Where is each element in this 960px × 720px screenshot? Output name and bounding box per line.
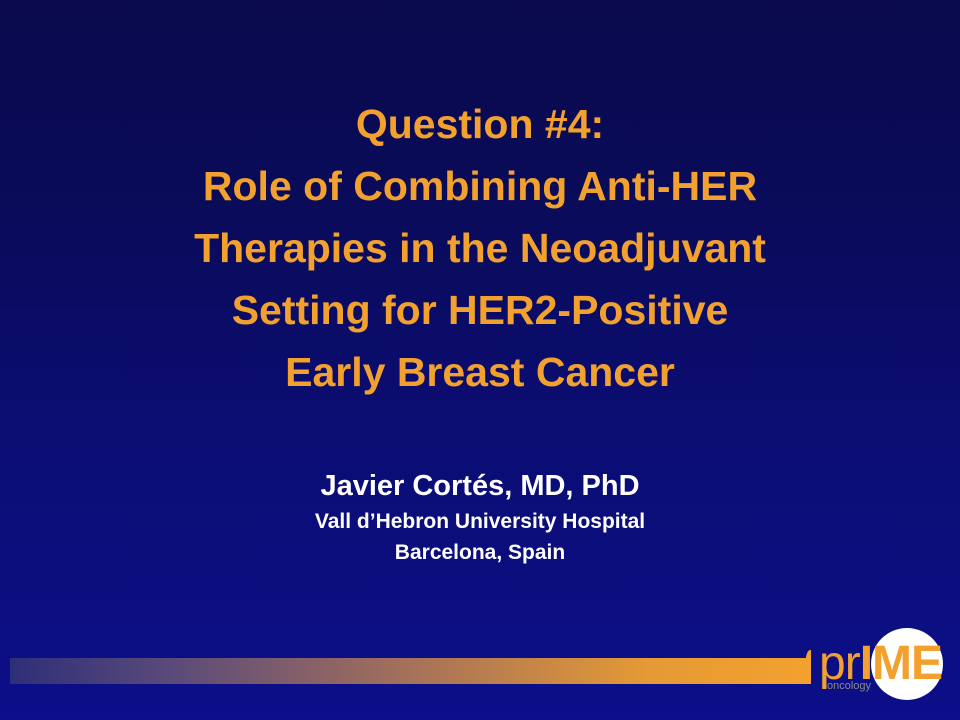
title-line: Role of Combining Anti-HER [202,163,758,209]
title-line: Therapies in the Neoadjuvant [194,225,766,271]
slide-title: Question #4: Role of Combining Anti-HER … [0,93,960,403]
logo-circle [871,628,943,700]
logo-wordmark-pr: pr [819,637,861,690]
prime-oncology-logo: prIME oncology [805,628,950,700]
title-line: Early Breast Cancer [285,349,675,395]
footer-gradient-band [10,658,810,684]
logo-bracket-icon [805,650,815,684]
presenter-block: Javier Cortés, MD, PhD Vall d’Hebron Uni… [0,466,960,568]
presenter-affiliation: Vall d’Hebron University Hospital [314,510,646,533]
presenter-location: Barcelona, Spain [394,541,566,564]
logo-subtext: oncology [827,680,872,692]
title-line: Question #4: [355,101,605,147]
logo-wordmark-ime: IME [859,637,943,690]
logo-wordmark: prIME [819,636,943,692]
presenter-name: Javier Cortés, MD, PhD [320,470,640,502]
title-line: Setting for HER2-Positive [231,287,729,333]
